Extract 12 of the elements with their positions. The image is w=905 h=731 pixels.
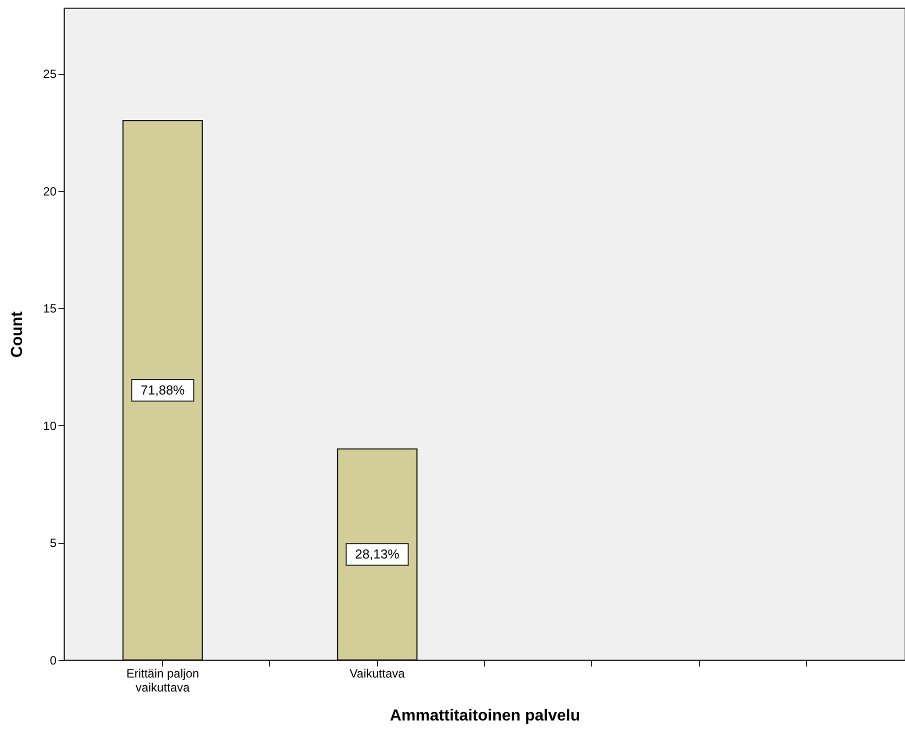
y-tick-label: 20 <box>43 184 57 198</box>
x-tick-label: Erittäin paljon vaikuttava <box>126 666 200 694</box>
y-tick-label: 25 <box>43 67 57 82</box>
annotation: 28,13% <box>355 546 400 562</box>
y-tick-label: 5 <box>50 536 57 550</box>
y-tick-label: 15 <box>43 302 57 316</box>
x-tick-label: Vaikuttava <box>350 666 406 680</box>
y-tick-label: 0 <box>50 654 57 668</box>
y-axis-title: Count <box>9 310 26 358</box>
annotation: 71,88% <box>140 382 186 398</box>
x-axis-title: Ammattitaitoinen palvelu <box>390 708 580 724</box>
y-tick-label: 10 <box>43 418 57 433</box>
